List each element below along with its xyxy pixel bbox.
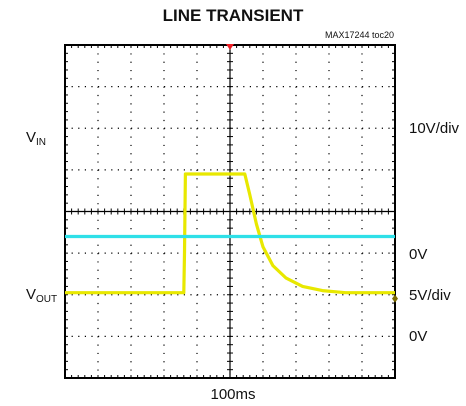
vout-label: VOUT bbox=[26, 286, 58, 305]
vout-scale-label: 5V/div bbox=[409, 287, 451, 304]
trigger-marker bbox=[226, 44, 234, 50]
chart-title: LINE TRANSIENT bbox=[162, 6, 304, 25]
vin-trace bbox=[65, 172, 395, 295]
figure-reference: MAX17244 toc20 bbox=[324, 30, 394, 40]
vin-label: VIN bbox=[26, 129, 47, 148]
timebase-label: 100ms bbox=[210, 386, 256, 403]
vout-zero-bottom-label: 0V bbox=[409, 328, 428, 345]
vin-scale-label: 10V/div bbox=[409, 120, 460, 137]
vout-zero-top-label: 0V bbox=[409, 246, 428, 263]
vin-level-marker bbox=[392, 294, 398, 303]
